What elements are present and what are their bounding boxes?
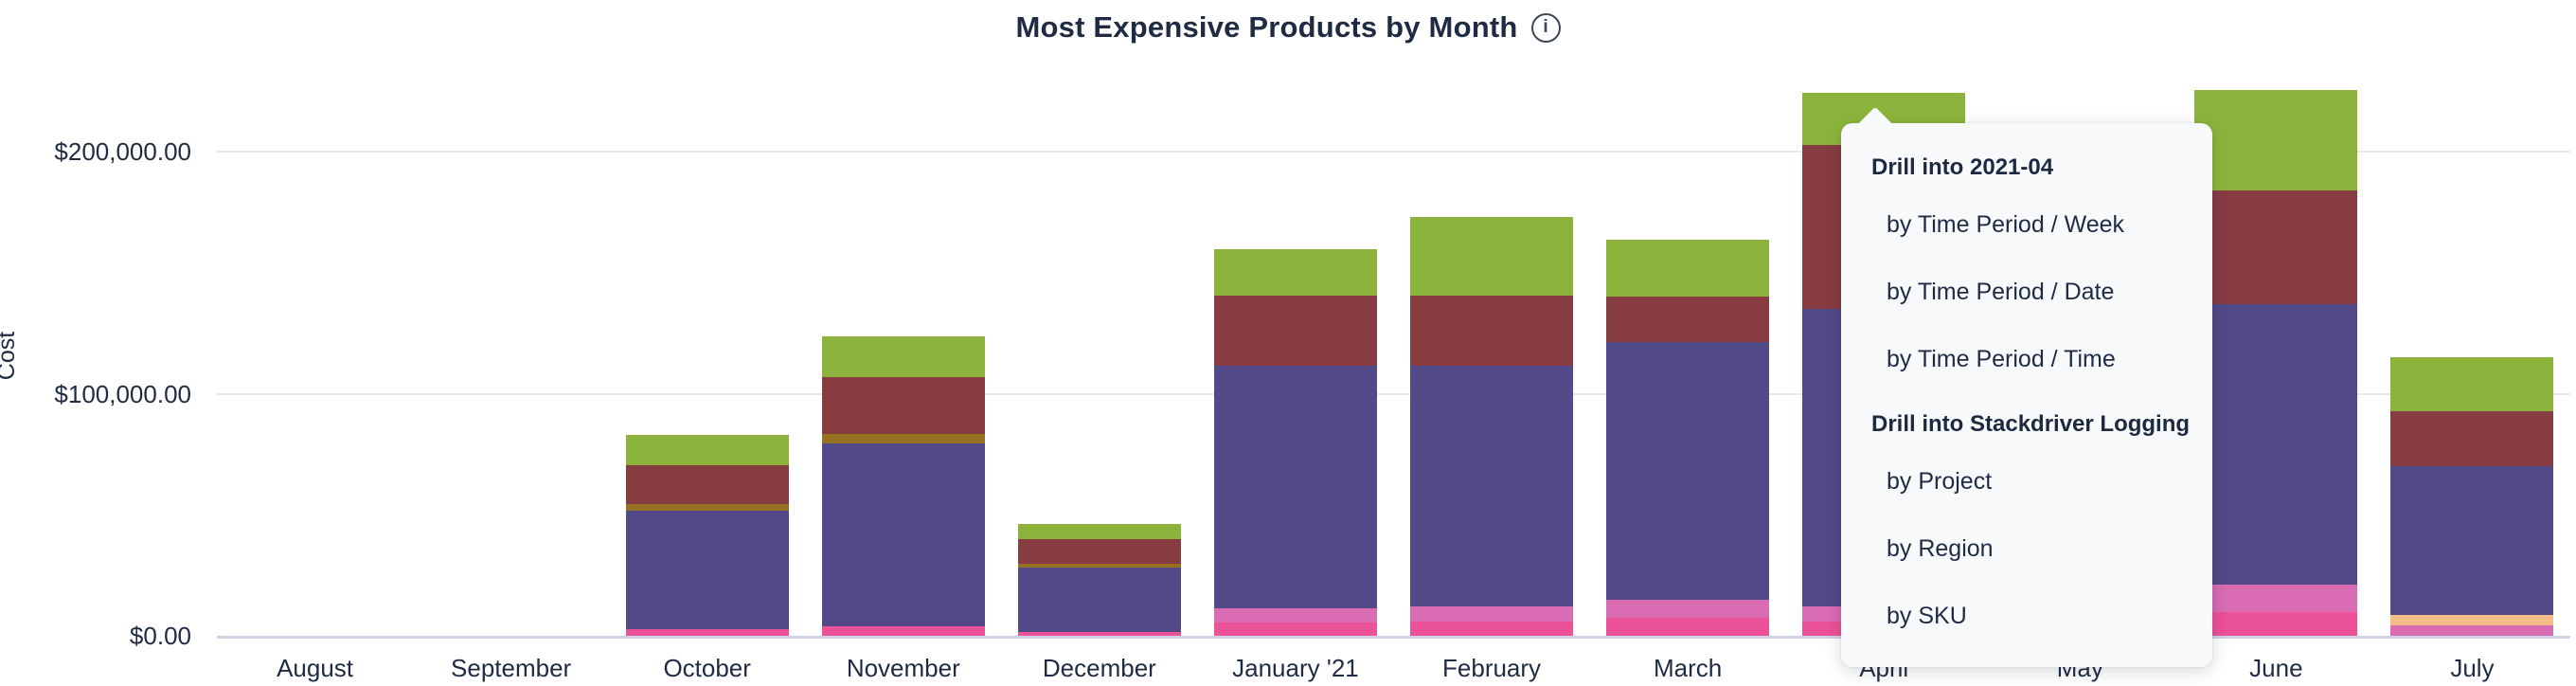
bar-segment-pink-january-21[interactable] xyxy=(1213,622,1377,636)
bar-january-21[interactable] xyxy=(1213,248,1377,636)
x-axis-line xyxy=(217,636,2570,639)
x-tick-label-march: March xyxy=(1653,654,1723,682)
bar-segment-orchid-june[interactable] xyxy=(2194,584,2358,612)
x-tick-label-october: October xyxy=(663,654,751,682)
bar-segment-purple-june[interactable] xyxy=(2194,303,2358,585)
bar-segment-purple-december[interactable] xyxy=(1017,567,1181,632)
bar-segment-pink-june[interactable] xyxy=(2194,611,2358,636)
chart-title: Most Expensive Products by Month xyxy=(1015,10,1518,44)
bar-february[interactable] xyxy=(1410,216,1574,636)
bar-segment-purple-january-21[interactable] xyxy=(1213,365,1377,608)
bar-segment-green-february[interactable] xyxy=(1410,216,1574,296)
menu-item-by-time-period-date[interactable]: by Time Period / Date xyxy=(1887,279,2115,305)
info-icon[interactable]: i xyxy=(1530,12,1561,43)
menu-item-by-time-period-week[interactable]: by Time Period / Week xyxy=(1887,211,2125,238)
gridline xyxy=(217,151,2570,153)
menu-item-by-sku[interactable]: by SKU xyxy=(1887,603,1967,629)
bar-segment-orchid-january-21[interactable] xyxy=(1213,607,1377,623)
y-tick-label: $200,000.00 xyxy=(54,137,191,166)
menu-section-header: Drill into 2021-04 xyxy=(1871,154,2054,180)
bar-june[interactable] xyxy=(2194,89,2358,636)
x-tick-label-june: June xyxy=(2249,654,2303,682)
bar-segment-purple-november[interactable] xyxy=(821,443,985,627)
x-tick-label-july: July xyxy=(2450,654,2495,682)
bar-july[interactable] xyxy=(2390,357,2554,636)
bar-segment-maroon-january-21[interactable] xyxy=(1213,295,1377,366)
bar-segment-purple-july[interactable] xyxy=(2390,466,2554,616)
bar-segment-green-july[interactable] xyxy=(2390,357,2554,412)
bar-segment-pink-november[interactable] xyxy=(821,626,985,636)
bar-december[interactable] xyxy=(1017,523,1181,636)
bar-segment-purple-march[interactable] xyxy=(1606,342,1770,601)
chart-header: Most Expensive Products by Month i xyxy=(0,6,2576,49)
menu-section-0: Drill into 2021-04 by Time Period / Week b… xyxy=(1841,144,2212,393)
bar-segment-pink-december[interactable] xyxy=(1017,631,1181,636)
x-tick-label-january-21: January '21 xyxy=(1232,654,1359,682)
bar-segment-green-january-21[interactable] xyxy=(1213,248,1377,296)
x-tick-label-december: December xyxy=(1042,654,1156,682)
bar-segment-orchid-february[interactable] xyxy=(1410,605,1574,622)
menu-section-header: Drill into Stackdriver Logging xyxy=(1871,411,2191,437)
bar-segment-olive-october[interactable] xyxy=(625,504,789,512)
drill-down-menu: Drill into 2021-04 by Time Period / Week b… xyxy=(1841,106,2212,667)
bar-segment-peach-july[interactable] xyxy=(2390,615,2554,625)
y-tick-label: $100,000.00 xyxy=(54,379,191,408)
bar-segment-maroon-october[interactable] xyxy=(625,465,789,505)
bar-november[interactable] xyxy=(821,336,985,636)
menu-item-by-time-period-time[interactable]: by Time Period / Time xyxy=(1887,346,2116,372)
bar-segment-green-october[interactable] xyxy=(625,435,789,466)
bar-segment-pink-october[interactable] xyxy=(625,629,789,636)
bar-segment-olive-november[interactable] xyxy=(821,434,985,444)
bar-segment-green-june[interactable] xyxy=(2194,89,2358,190)
bar-march[interactable] xyxy=(1606,240,1770,636)
bar-segment-green-march[interactable] xyxy=(1606,240,1770,298)
bar-segment-olive-december[interactable] xyxy=(1017,563,1181,568)
bar-segment-maroon-november[interactable] xyxy=(821,377,985,435)
bar-segment-maroon-march[interactable] xyxy=(1606,297,1770,343)
bar-segment-purple-october[interactable] xyxy=(625,511,789,630)
y-axis-label: Cost xyxy=(0,331,21,380)
y-tick-label: $0.00 xyxy=(129,622,191,650)
bar-segment-maroon-july[interactable] xyxy=(2390,411,2554,467)
menu-section-1: Drill into Stackdriver Logging by Project… xyxy=(1841,401,2212,650)
bar-segment-maroon-february[interactable] xyxy=(1410,295,1574,366)
bar-segment-orchid-march[interactable] xyxy=(1606,600,1770,619)
bar-segment-pink-march[interactable] xyxy=(1606,618,1770,636)
bar-segment-pink-february[interactable] xyxy=(1410,621,1574,636)
bar-segment-orchid-july[interactable] xyxy=(2390,625,2554,636)
bar-segment-maroon-december[interactable] xyxy=(1017,538,1181,564)
menu-sections: Drill into 2021-04 by Time Period / Week b… xyxy=(1841,144,2212,650)
gridline xyxy=(217,392,2570,395)
bar-segment-green-november[interactable] xyxy=(821,336,985,378)
bar-october[interactable] xyxy=(625,435,789,636)
x-tick-label-september: September xyxy=(451,654,572,682)
x-tick-label-february: February xyxy=(1442,654,1542,682)
x-tick-label-november: November xyxy=(846,654,960,682)
menu-item-by-region[interactable]: by Region xyxy=(1887,535,1994,562)
x-tick-label-august: August xyxy=(277,654,354,682)
bar-segment-green-december[interactable] xyxy=(1017,523,1181,539)
bar-segment-purple-february[interactable] xyxy=(1410,365,1574,606)
bar-segment-maroon-june[interactable] xyxy=(2194,190,2358,304)
menu-item-by-project[interactable]: by Project xyxy=(1887,468,1993,495)
